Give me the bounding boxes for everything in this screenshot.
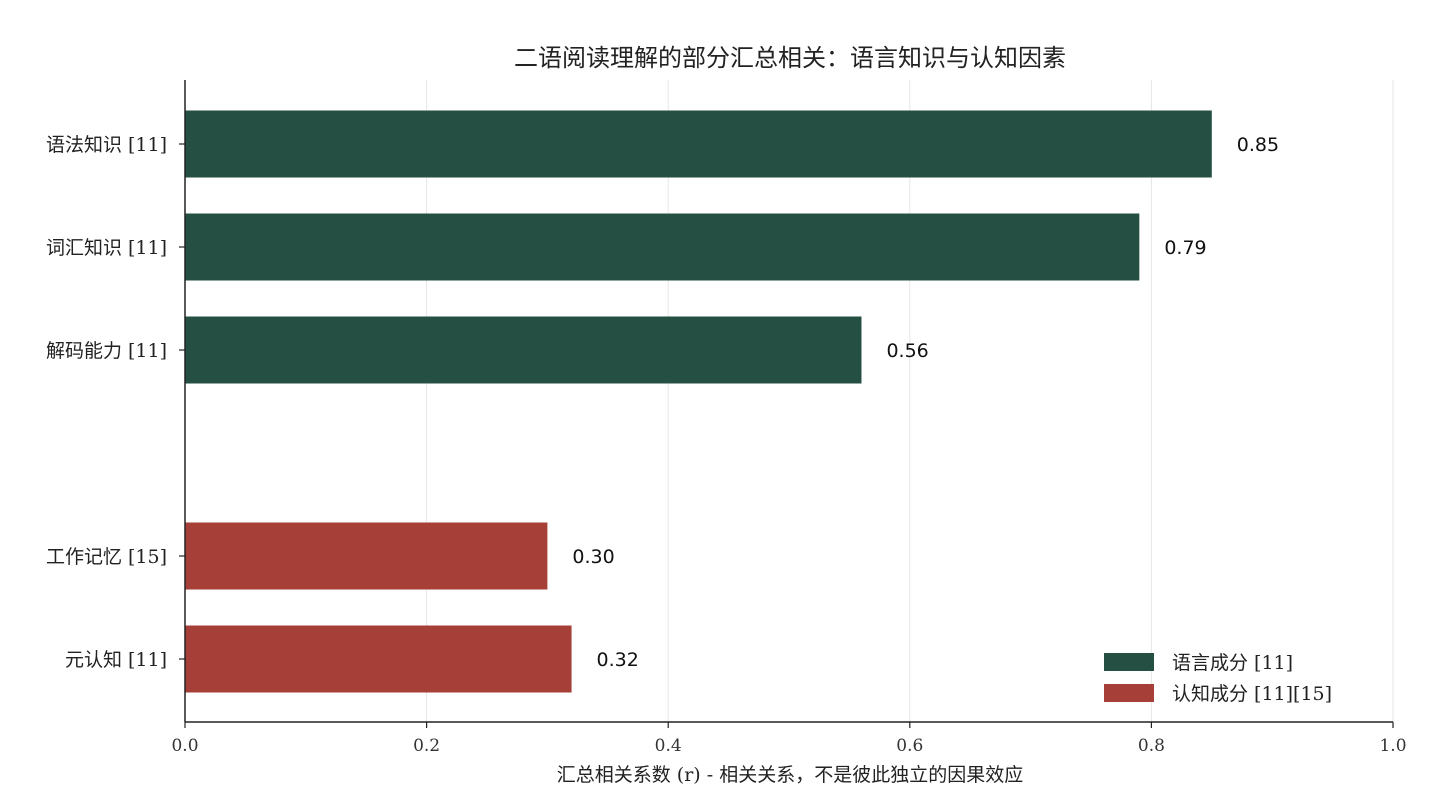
- y-tick-label: 语法知识 [11]: [46, 134, 167, 156]
- bar: [185, 316, 862, 384]
- x-tick-label: 0.0: [171, 736, 198, 756]
- bar-value-label: 0.32: [597, 649, 639, 671]
- x-tick-label: 0.6: [896, 736, 923, 756]
- y-tick-label: 词汇知识 [11]: [46, 237, 167, 259]
- bar-value-label: 0.85: [1237, 134, 1279, 156]
- bar-value-label: 0.79: [1164, 237, 1206, 259]
- x-axis-label: 汇总相关系数 (r) - 相关关系，不是彼此独立的因果效应: [557, 764, 1023, 786]
- bar-value-label: 0.56: [886, 340, 928, 362]
- bar: [185, 522, 548, 590]
- legend-label: 语言成分 [11]: [1172, 652, 1293, 674]
- axes: 0.0 0.2 0.4 0.6 0.8 1.0 语法知识 [11] 词汇知识 [11] 解码能力…: [46, 80, 1407, 756]
- legend-swatch: [1104, 684, 1154, 702]
- y-tick-label: 解码能力 [11]: [46, 340, 167, 362]
- x-tick-label: 0.2: [413, 736, 440, 756]
- x-tick-label: 0.8: [1138, 736, 1165, 756]
- legend-label: 认知成分 [11][15]: [1172, 683, 1332, 705]
- bar-value-label: 0.30: [572, 546, 614, 568]
- bar: [185, 213, 1140, 281]
- y-tick-label: 元认知 [11]: [65, 649, 167, 671]
- x-tick-label: 1.0: [1379, 736, 1406, 756]
- legend: 语言成分 [11] 认知成分 [11][15]: [1104, 652, 1332, 705]
- bar: [185, 110, 1212, 178]
- bar: [185, 625, 572, 693]
- legend-swatch: [1104, 653, 1154, 671]
- bars: 0.85 0.79 0.56 0.30 0.32: [185, 110, 1279, 693]
- x-tick-label: 0.4: [655, 736, 682, 756]
- chart-title: 二语阅读理解的部分汇总相关：语言知识与认知因素: [514, 44, 1066, 72]
- y-tick-label: 工作记忆 [15]: [46, 546, 167, 568]
